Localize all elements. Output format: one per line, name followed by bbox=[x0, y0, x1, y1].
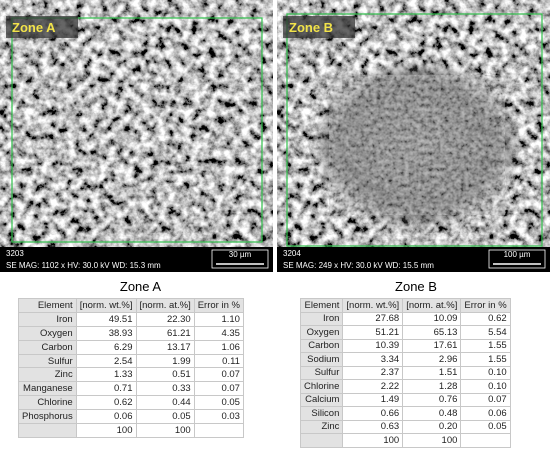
value-cell: 10.39 bbox=[342, 338, 404, 353]
header-cell: Error in % bbox=[460, 298, 511, 313]
value-cell: 0.10 bbox=[460, 379, 511, 394]
value-cell: 0.07 bbox=[193, 367, 244, 383]
value-cell: 1.49 bbox=[342, 392, 404, 407]
zone-label: Zone A bbox=[12, 20, 56, 35]
value-cell: 17.61 bbox=[402, 338, 462, 353]
element-cell: Sodium bbox=[299, 352, 344, 367]
scale-label: 30 µm bbox=[229, 250, 252, 259]
value-cell: 0.66 bbox=[342, 406, 404, 421]
image-id: 3204 bbox=[283, 249, 301, 258]
value-cell: 0.51 bbox=[135, 367, 195, 383]
header-cell: [norm. wt.%] bbox=[342, 298, 404, 313]
value-cell: 3.34 bbox=[342, 352, 404, 367]
value-cell: 0.05 bbox=[193, 395, 244, 411]
value-cell: 4.35 bbox=[193, 325, 244, 341]
element-cell: Oxygen bbox=[18, 325, 77, 341]
value-cell: 0.76 bbox=[402, 392, 462, 407]
blank-cell bbox=[460, 433, 511, 448]
total-cell: 100 bbox=[342, 433, 404, 448]
value-cell: 0.11 bbox=[193, 353, 244, 369]
value-cell: 2.54 bbox=[75, 353, 137, 369]
element-cell: Chlorine bbox=[18, 395, 77, 411]
value-cell: 61.21 bbox=[135, 325, 195, 341]
image-info: SE MAG: 1102 x HV: 30.0 kV WD: 15.3 mm bbox=[6, 261, 161, 270]
value-cell: 0.10 bbox=[460, 365, 511, 380]
element-cell: Sulfur bbox=[299, 365, 344, 380]
image-id: 3203 bbox=[6, 249, 24, 258]
value-cell: 1.10 bbox=[193, 311, 244, 327]
element-cell: Carbon bbox=[299, 338, 344, 353]
value-cell: 1.99 bbox=[135, 353, 195, 369]
total-cell: 100 bbox=[135, 423, 195, 438]
scale-label: 100 µm bbox=[504, 250, 531, 259]
total-cell: 100 bbox=[402, 433, 462, 448]
table: Element [norm. wt.%] [norm. at.%] Error in … bbox=[18, 298, 244, 438]
value-cell: 0.48 bbox=[402, 406, 462, 421]
element-cell: Carbon bbox=[18, 339, 77, 355]
element-cell: Zinc bbox=[299, 419, 344, 434]
header-cell: Element bbox=[299, 298, 344, 313]
element-cell: Calcium bbox=[299, 392, 344, 407]
value-cell: 0.05 bbox=[135, 409, 195, 425]
total-cell: 100 bbox=[75, 423, 137, 438]
value-cell: 0.07 bbox=[193, 381, 244, 397]
table-title: Zone B bbox=[395, 279, 437, 294]
blank-cell bbox=[193, 423, 244, 438]
value-cell: 0.63 bbox=[342, 419, 404, 434]
zone-label: Zone B bbox=[289, 20, 333, 35]
value-cell: 6.29 bbox=[75, 339, 137, 355]
value-cell: 1.51 bbox=[402, 365, 462, 380]
value-cell: 27.68 bbox=[342, 311, 404, 326]
header-cell: Error in % bbox=[193, 298, 244, 313]
value-cell: 0.06 bbox=[75, 409, 137, 425]
value-cell: 1.55 bbox=[460, 338, 511, 353]
value-cell: 2.37 bbox=[342, 365, 404, 380]
element-cell: Zinc bbox=[18, 367, 77, 383]
value-cell: 2.22 bbox=[342, 379, 404, 394]
value-cell: 38.93 bbox=[75, 325, 137, 341]
value-cell: 0.62 bbox=[460, 311, 511, 326]
element-cell: Iron bbox=[299, 311, 344, 326]
value-cell: 0.06 bbox=[460, 406, 511, 421]
element-cell: Chlorine bbox=[299, 379, 344, 394]
value-cell: 49.51 bbox=[75, 311, 137, 327]
value-cell: 1.33 bbox=[75, 367, 137, 383]
blank-cell bbox=[18, 423, 77, 438]
value-cell: 5.54 bbox=[460, 325, 511, 340]
value-cell: 0.33 bbox=[135, 381, 195, 397]
value-cell: 0.07 bbox=[460, 392, 511, 407]
value-cell: 0.71 bbox=[75, 381, 137, 397]
table: Element [norm. wt.%] [norm. at.%] Error in … bbox=[299, 298, 511, 448]
header-cell: [norm. at.%] bbox=[135, 298, 195, 313]
value-cell: 22.30 bbox=[135, 311, 195, 327]
element-cell: Oxygen bbox=[299, 325, 344, 340]
value-cell: 51.21 bbox=[342, 325, 404, 340]
header-cell: [norm. at.%] bbox=[402, 298, 462, 313]
element-cell: Manganese bbox=[18, 381, 77, 397]
value-cell: 10.09 bbox=[402, 311, 462, 326]
table-title: Zone A bbox=[119, 279, 162, 294]
value-cell: 0.05 bbox=[460, 419, 511, 434]
image-info: SE MAG: 249 x HV: 30.0 kV WD: 15.5 mm bbox=[283, 261, 434, 270]
value-cell: 0.44 bbox=[135, 395, 195, 411]
blank-cell bbox=[299, 433, 344, 448]
header-cell: [norm. wt.%] bbox=[75, 298, 137, 313]
value-cell: 1.28 bbox=[402, 379, 462, 394]
element-cell: Silicon bbox=[299, 406, 344, 421]
sem-image: Zone B 3204 SE MAG: 249 x HV: 30.0 kV WD… bbox=[277, 0, 550, 272]
value-cell: 13.17 bbox=[135, 339, 195, 355]
header-cell: Element bbox=[18, 298, 77, 313]
value-cell: 0.03 bbox=[193, 409, 244, 425]
value-cell: 2.96 bbox=[402, 352, 462, 367]
sem-image: Zone A 3203 SE MAG: 1102 x HV: 30.0 kV W… bbox=[0, 0, 273, 272]
value-cell: 65.13 bbox=[402, 325, 462, 340]
element-cell: Sulfur bbox=[18, 353, 77, 369]
element-cell: Phosphorus bbox=[18, 409, 77, 425]
element-cell: Iron bbox=[18, 311, 77, 327]
value-cell: 0.62 bbox=[75, 395, 137, 411]
value-cell: 1.06 bbox=[193, 339, 244, 355]
value-cell: 0.20 bbox=[402, 419, 462, 434]
value-cell: 1.55 bbox=[460, 352, 511, 367]
